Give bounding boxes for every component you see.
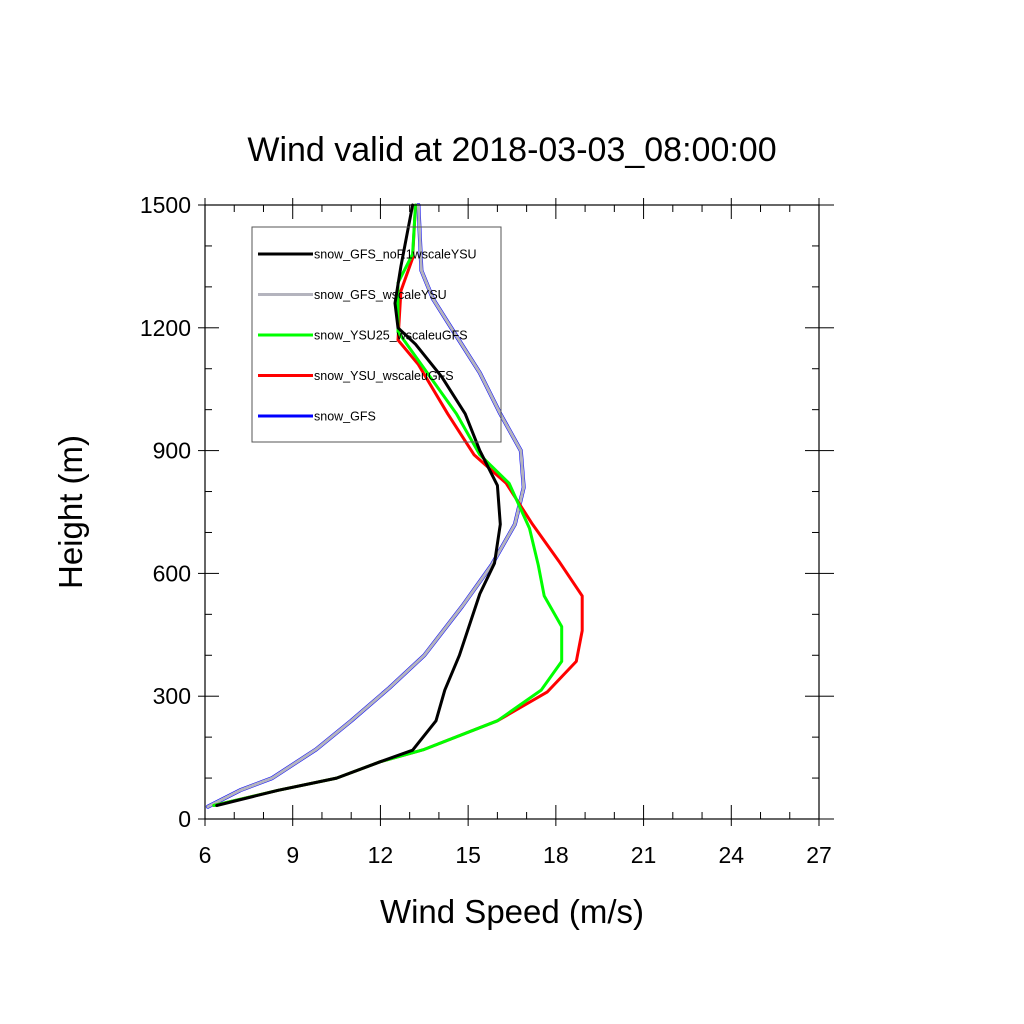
y-tick-label: 1500 [140, 192, 191, 218]
series-line-snow_GFS_noR1wscaleYSU [215, 203, 502, 807]
x-tick-label: 18 [543, 842, 569, 868]
legend-label: snow_GFS_noR1wscaleYSU [314, 248, 477, 262]
legend-label: snow_GFS_wscaleYSU [314, 288, 447, 302]
x-tick-label: 24 [718, 842, 744, 868]
y-tick-label: 900 [153, 438, 191, 464]
legend-label: snow_YSU25_wscaleuGFS [314, 329, 468, 343]
legend-box [251, 226, 502, 443]
x-tick-label: 12 [368, 842, 394, 868]
plot-frame [204, 204, 820, 820]
x-tick-label: 6 [199, 842, 212, 868]
x-tick-label: 9 [286, 842, 299, 868]
chart-title: Wind valid at 2018-03-03_08:00:00 [247, 131, 776, 169]
x-tick-label: 27 [806, 842, 832, 868]
tick-layer: 6 9 12 15 18 21 24 27 0 300 600 900 1200 1500 [140, 192, 834, 868]
series-line-snow_GFS_wscaleYSU [206, 203, 526, 809]
legend-items: snow_GFS_noR1wscaleYSU snow_GFS_wscaleYSU… [258, 248, 477, 424]
y-axis-label: Height (m) [52, 435, 89, 589]
x-tick-label: 15 [455, 842, 481, 868]
legend-label: snow_GFS [314, 410, 376, 424]
legend: snow_GFS_noR1wscaleYSU snow_GFS_wscaleYSU… [251, 226, 502, 443]
y-tick-label: 0 [178, 806, 191, 832]
series-layer [205, 203, 584, 809]
x-axis-label: Wind Speed (m/s) [380, 893, 644, 930]
y-tick-label: 600 [153, 560, 191, 586]
y-tick-label: 1200 [140, 315, 191, 341]
y-tick-label: 300 [153, 683, 191, 709]
x-tick-label: 21 [631, 842, 657, 868]
legend-label: snow_YSU_wscaleuGFS [314, 369, 454, 383]
